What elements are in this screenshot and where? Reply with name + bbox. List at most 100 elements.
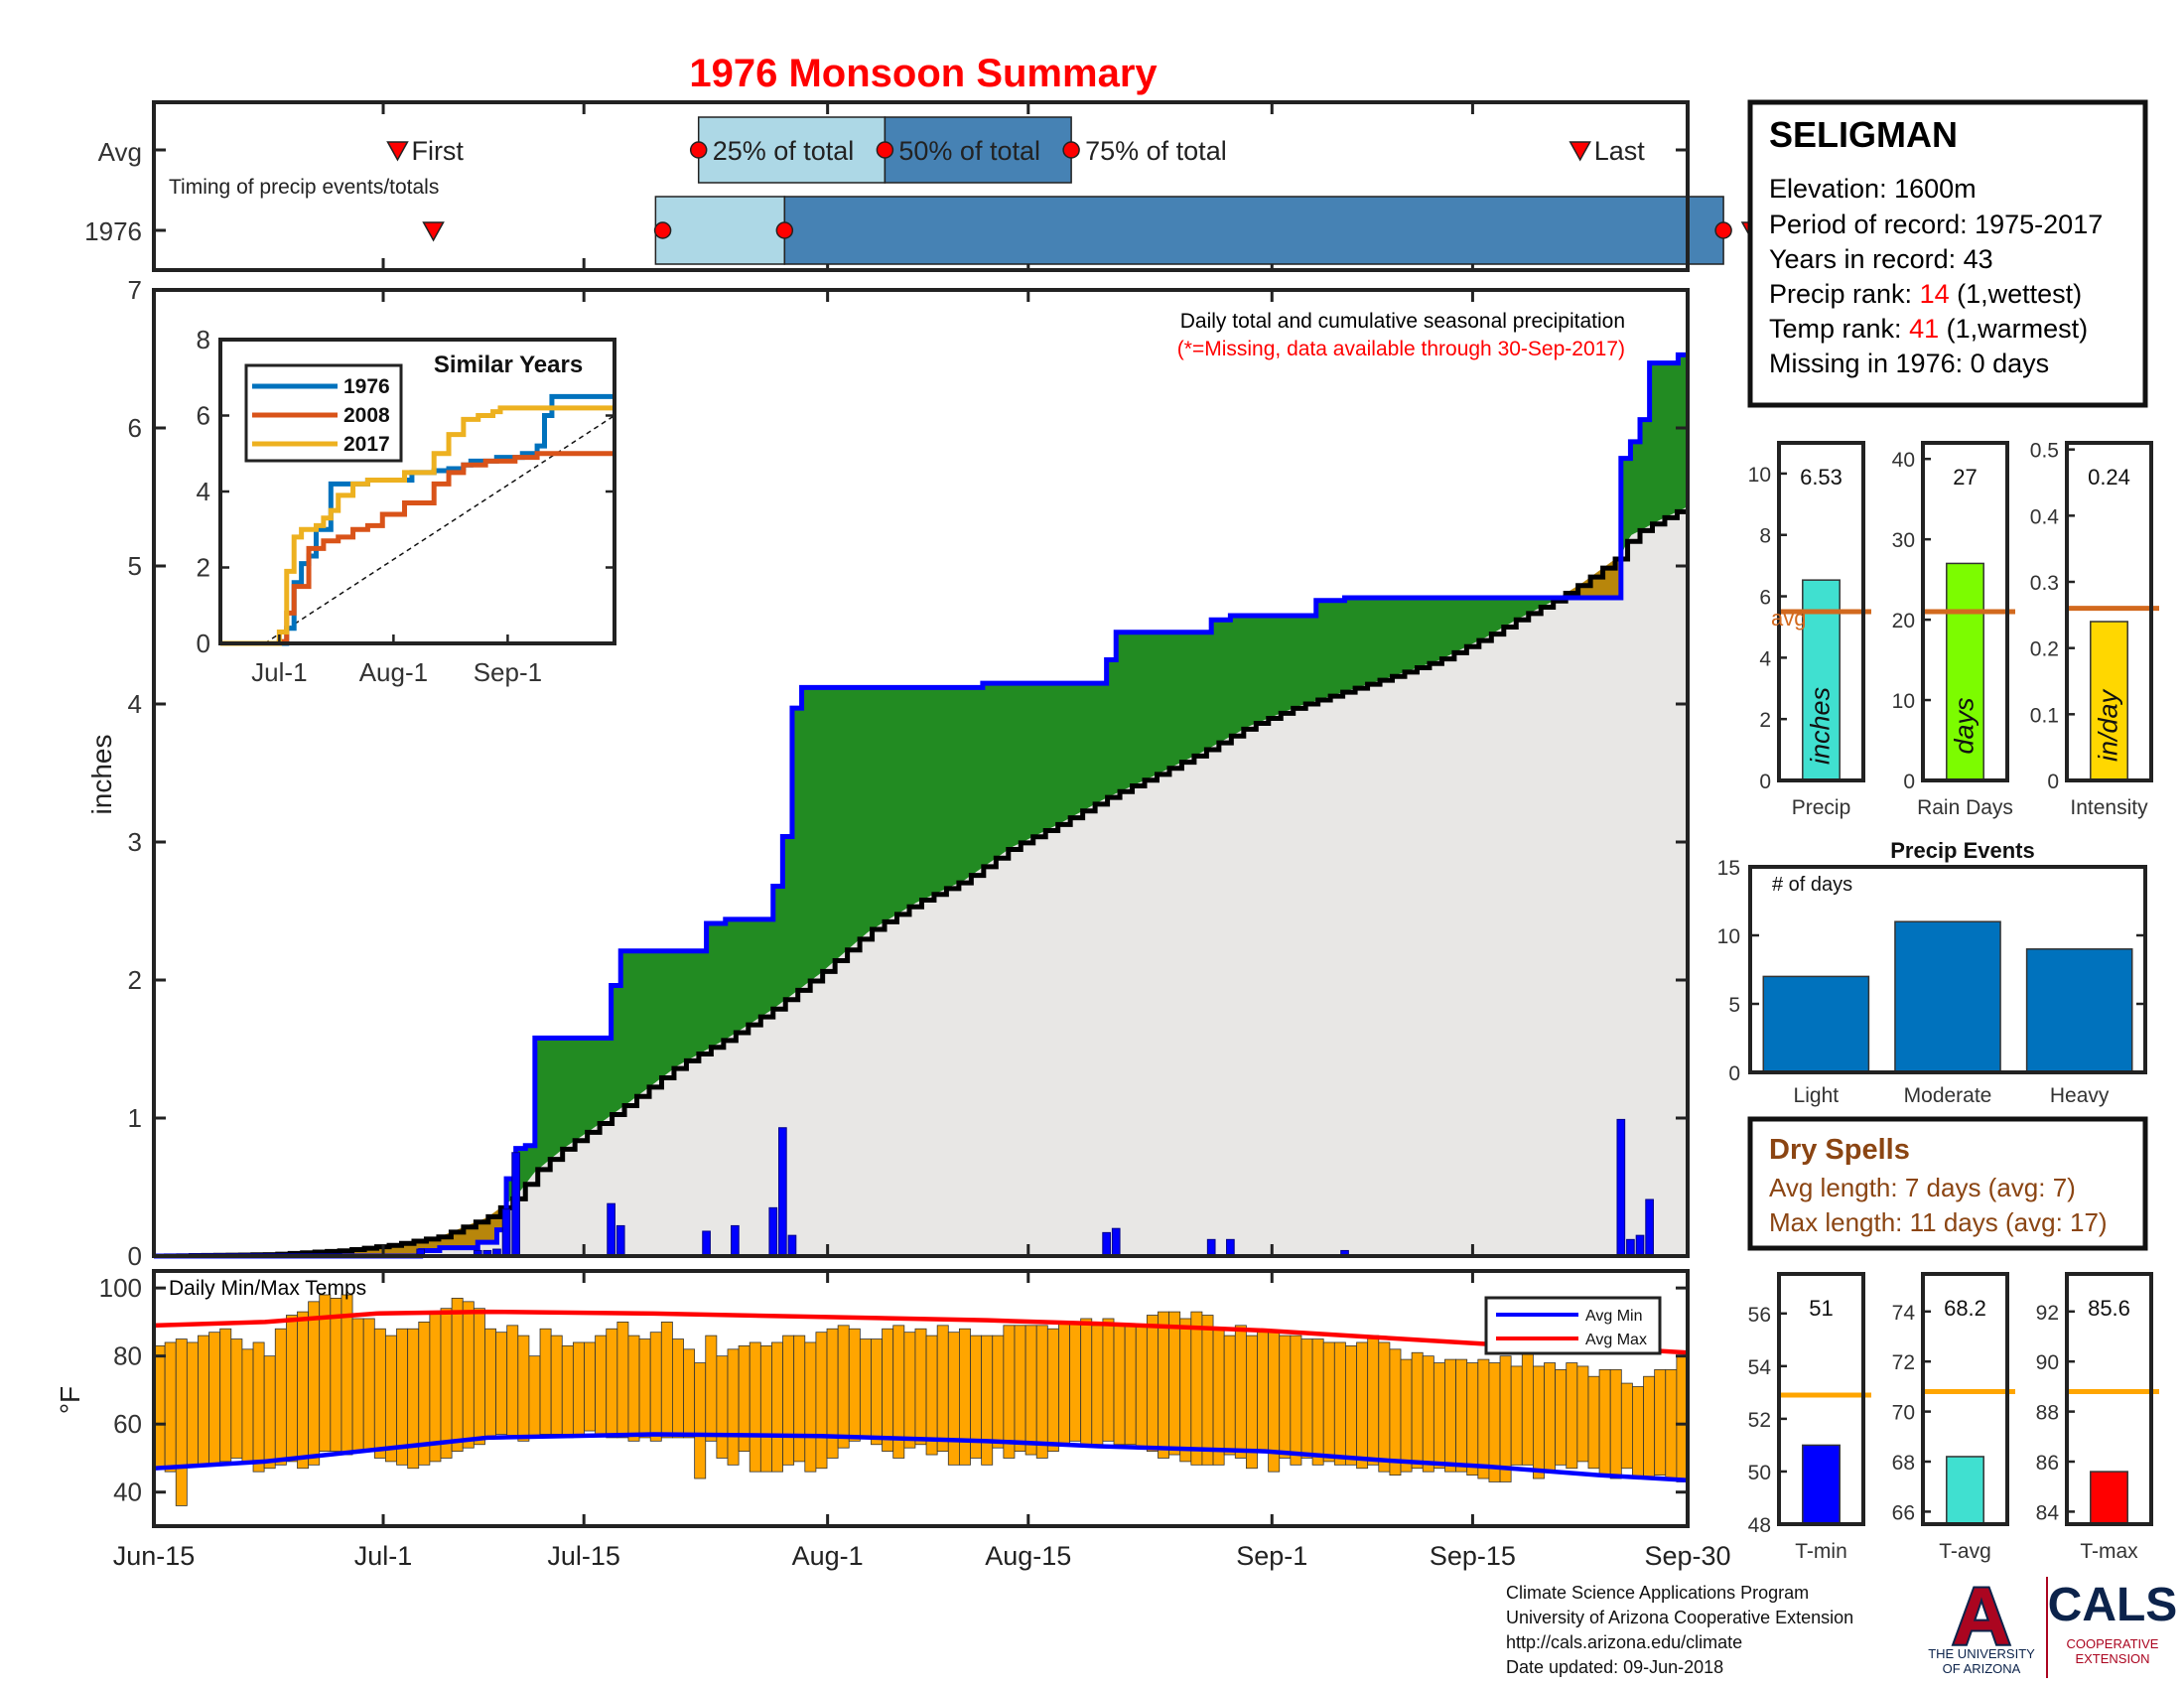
precip-summary-ytick-label-0-0: 0 xyxy=(1759,771,1771,793)
precip-ytick-label-4: 4 xyxy=(128,689,142,719)
events-bar-Light xyxy=(1762,975,1870,1073)
precip-ytick-label-0: 0 xyxy=(128,1241,142,1271)
temp-summary-bar-0 xyxy=(1802,1444,1841,1525)
temp-bar-11 xyxy=(274,1328,287,1466)
precip-summary-ytick-label-0-3: 6 xyxy=(1759,587,1771,610)
date-axis: Jun-15 Jul-1 Jul-15 Aug-1 Aug-15 Sep-1 Sep-15 S… xyxy=(113,1541,1731,1571)
precip-summary-name-1: Rain Days xyxy=(1917,796,2013,819)
precip-events-chart: Precip Events Light Moderate Heavy 0 5 10 15 #… xyxy=(1717,838,2147,1107)
temp-bar-127 xyxy=(1555,1368,1568,1466)
avg-cumulative-area xyxy=(154,506,1688,1257)
temp-bar-128 xyxy=(1566,1362,1578,1470)
temp-ytick-label-3: 100 xyxy=(99,1273,142,1303)
temp-bar-71 xyxy=(936,1325,949,1453)
daily-precip-bar-21 xyxy=(1635,1234,1645,1257)
inset-ytick-label-4: 8 xyxy=(197,325,210,354)
daily-precip-bar-5 xyxy=(501,1208,511,1257)
precip-summary-ytick-label-0-5: 10 xyxy=(1748,464,1771,487)
temp-legend-max-label: Avg Max xyxy=(1585,1332,1647,1348)
temp-bar-115 xyxy=(1422,1355,1434,1473)
temp-bar-125 xyxy=(1532,1365,1545,1479)
temp-chart: 40 60 80 100 Daily Min/Max Temps °F Avg Min… xyxy=(55,1269,1690,1528)
precip-summary-ytick-label-1-1: 10 xyxy=(1892,690,1915,713)
temp-summary-ytick-label-1-0: 66 xyxy=(1892,1501,1915,1524)
cals-logo-line1: COOPERATIVE xyxy=(2067,1636,2159,1651)
daily-precip-bar-22 xyxy=(1645,1198,1654,1257)
timing-frame xyxy=(152,100,1690,272)
temp-bar-50 xyxy=(705,1335,718,1442)
temp-bar-116 xyxy=(1433,1362,1445,1470)
temp-summary-charts: 48 50 52 54 56 51 T-min 66 68 70 72 74 68.2 T-avg 84 86… xyxy=(1748,1272,2159,1563)
inset-series-2008 xyxy=(220,451,614,646)
temp-bar-69 xyxy=(914,1328,927,1446)
year-q25-marker xyxy=(653,221,672,239)
footer-line2: University of Arizona Cooperative Extens… xyxy=(1506,1608,1853,1627)
temp-summary-ytick-label-2-4: 92 xyxy=(2036,1302,2059,1325)
footer-line3: http://cals.arizona.edu/climate xyxy=(1506,1632,1742,1652)
temp-bar-61 xyxy=(826,1328,839,1459)
temp-bar-29 xyxy=(473,1308,485,1446)
precip-summary-frame-1 xyxy=(1921,441,2009,782)
precip-summary-chart-2: 0 0.1 0.2 0.3 0.4 0.5 0.24 Intensity in/day xyxy=(2030,440,2159,819)
temp-bar-8 xyxy=(241,1348,254,1463)
temp-bar-131 xyxy=(1598,1368,1611,1476)
temp-ytick-label-0: 40 xyxy=(113,1477,142,1507)
timing-label-q50: 50% of total xyxy=(898,136,1040,166)
temp-bar-105 xyxy=(1311,1338,1324,1466)
temp-bar-107 xyxy=(1333,1341,1346,1466)
temp-summary-ytick-label-1-3: 72 xyxy=(1892,1351,1915,1374)
inset-ytick-label-0: 0 xyxy=(197,629,210,658)
temp-bar-44 xyxy=(638,1338,651,1439)
inset-legend-label-1976: 1976 xyxy=(343,375,390,398)
events-ytick-label-2: 10 xyxy=(1717,925,1740,948)
precip-summary-chart-1: 0 10 20 30 40 27 Rain Days days xyxy=(1892,441,2015,819)
precip-summary-unit-2: in/day xyxy=(2094,688,2123,762)
temp-bar-58 xyxy=(793,1335,806,1463)
inset-avg-dashed-line xyxy=(264,414,615,644)
temp-summary-ytick-label-0-4: 56 xyxy=(1748,1304,1771,1327)
temp-bar-33 xyxy=(517,1335,530,1442)
precip-summary-frame-0 xyxy=(1777,441,1865,782)
year-box-q50-q75 xyxy=(783,196,1724,265)
station-frame xyxy=(1747,99,2148,408)
temp-bar-63 xyxy=(848,1328,861,1442)
daily-precip-bar-6 xyxy=(511,1152,520,1257)
temp-bar-80 xyxy=(1035,1325,1048,1459)
precip-ytick-label-5: 5 xyxy=(128,551,142,581)
precip-ytick-label-2: 2 xyxy=(128,965,142,995)
inset-ytick-label-3: 6 xyxy=(197,401,210,431)
precip-summary-ytick-label-2-5: 0.5 xyxy=(2030,440,2059,463)
inset-frame xyxy=(218,338,616,645)
avg-min-trend-line xyxy=(153,1432,1689,1482)
figure-title: 1976 Monsoon Summary xyxy=(689,52,1158,95)
timing-label-q25: 25% of total xyxy=(713,136,855,166)
station-period: Period of record: 1975-2017 xyxy=(1769,210,2103,239)
daily-precip-bar-16 xyxy=(1206,1238,1216,1257)
temp-rank-suffix: (1,warmest) xyxy=(1939,314,2088,344)
temp-bar-35 xyxy=(539,1328,552,1435)
inset-xtick-label-2: Sep-1 xyxy=(474,657,542,687)
temp-bar-130 xyxy=(1587,1375,1600,1470)
footer-line1: Climate Science Applications Program xyxy=(1506,1583,1809,1603)
precip-summary-ytick-label-1-3: 30 xyxy=(1892,529,1915,552)
temp-bar-30 xyxy=(484,1328,496,1439)
daily-precip-bar-11 xyxy=(768,1206,778,1257)
avg-first-marker xyxy=(386,141,409,162)
precip-summary-value-label-0: 6.53 xyxy=(1800,465,1843,490)
temp-bar-108 xyxy=(1345,1344,1357,1466)
events-ytick-label-1: 5 xyxy=(1728,994,1740,1017)
temp-bar-49 xyxy=(694,1362,707,1479)
avg-cumulative-line xyxy=(154,508,1688,1259)
avg-q25-marker xyxy=(689,141,708,159)
temp-bar-13 xyxy=(297,1311,310,1470)
temp-bar-43 xyxy=(627,1335,640,1442)
temp-bar-6 xyxy=(219,1328,232,1463)
dry-spells-box: Dry Spells Avg length: 7 days (avg: 7) M… xyxy=(1747,1116,2148,1251)
temp-bar-56 xyxy=(771,1341,783,1473)
precip-summary-avg-label-0: avg xyxy=(1771,606,1806,631)
temp-bar-66 xyxy=(882,1328,894,1453)
temp-summary-chart-0: 48 50 52 54 56 51 T-min xyxy=(1748,1272,1871,1563)
temp-bar-52 xyxy=(727,1348,740,1466)
temp-bar-96 xyxy=(1212,1328,1225,1466)
temp-bar-48 xyxy=(683,1348,696,1439)
